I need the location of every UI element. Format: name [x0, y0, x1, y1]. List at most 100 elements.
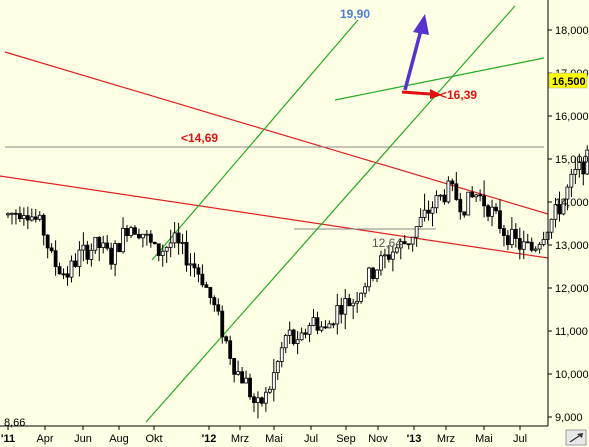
- candle-body: [466, 191, 471, 216]
- candle-body: [406, 243, 411, 246]
- resistance-line-lower: [0, 175, 549, 259]
- candle-body: [267, 388, 272, 393]
- y-tick-label: 18,000: [555, 25, 589, 37]
- expand-icon[interactable]: [565, 429, 587, 446]
- y-tick-label: 11,000: [555, 326, 588, 338]
- candle-body: [224, 336, 229, 342]
- candle-body: [89, 249, 94, 260]
- candle-body: [260, 397, 264, 404]
- candle-body: [77, 249, 82, 267]
- candle-body: [565, 186, 570, 200]
- candle-body: [402, 241, 407, 245]
- candle-body: [279, 347, 284, 362]
- candle-body: [184, 241, 189, 266]
- candle-body: [541, 239, 546, 245]
- candle-body: [125, 228, 129, 237]
- channel-line-upper: [151, 19, 359, 261]
- candle-body: [6, 213, 10, 216]
- candle-body: [204, 284, 209, 288]
- candle-body: [486, 205, 490, 217]
- annotations: 19,90 <14,69 <16,39 12,64 8,66: [4, 7, 477, 429]
- candle-body: [73, 260, 78, 267]
- candle-body: [172, 232, 177, 244]
- candle-body: [29, 216, 34, 221]
- candle-body: [303, 332, 308, 335]
- x-tick-label: Jul: [304, 433, 318, 445]
- candle-body: [347, 298, 352, 307]
- candle-body: [371, 267, 375, 279]
- last-price-label: 16,500: [552, 76, 586, 88]
- candle-body: [498, 210, 502, 229]
- candle-body: [343, 298, 348, 315]
- candle-body: [569, 173, 574, 188]
- candle-body: [299, 332, 304, 341]
- candle-body: [45, 234, 50, 249]
- candle-body: [244, 377, 248, 384]
- candle-body: [394, 247, 399, 253]
- candle-body: [21, 215, 26, 220]
- y-tick-label: 15,000: [555, 154, 589, 166]
- annotation-16-39: <16,39: [440, 88, 477, 102]
- candle-body: [49, 247, 54, 252]
- candle-body: [577, 161, 582, 170]
- candle-body: [10, 212, 14, 215]
- y-tick-label: 14,000: [555, 197, 589, 209]
- candle-body: [220, 310, 225, 338]
- candle-body: [307, 325, 312, 335]
- candle-body: [140, 233, 145, 239]
- candle-body: [216, 304, 221, 312]
- candle-body: [311, 317, 316, 326]
- candle-body: [137, 234, 141, 239]
- channel-line-lower: [145, 5, 516, 423]
- candle-body: [454, 183, 459, 200]
- candle-body: [557, 204, 562, 215]
- x-tick-label: Sep: [336, 433, 356, 445]
- candle-body: [133, 227, 137, 235]
- candle-body: [97, 236, 102, 248]
- candle-body: [339, 305, 344, 315]
- candles: [6, 145, 589, 419]
- candle-body: [152, 241, 157, 245]
- candle-body: [478, 194, 483, 197]
- candle-body: [386, 254, 391, 260]
- candle-body: [256, 397, 260, 403]
- candle-body: [232, 358, 237, 375]
- x-tick-label: Apr: [36, 433, 53, 445]
- annotation-8-66: 8,66: [4, 417, 25, 429]
- candle-body: [283, 335, 288, 349]
- candle-body: [335, 305, 340, 325]
- target-arrow-head: [413, 14, 429, 35]
- x-tick-label: '13: [407, 433, 422, 445]
- x-tick-label: Okt: [145, 433, 162, 445]
- candle-body: [513, 228, 518, 239]
- candle-body: [470, 191, 475, 198]
- candle-body: [414, 226, 419, 238]
- candle-body: [581, 161, 586, 175]
- candle-body: [57, 266, 62, 275]
- candle-body: [188, 263, 193, 266]
- candle-body: [379, 255, 383, 271]
- candle-body: [458, 199, 463, 213]
- candle-body: [291, 329, 296, 344]
- candle-body: [69, 260, 74, 278]
- candle-body: [121, 228, 125, 253]
- candle-body: [398, 241, 403, 249]
- candle-body: [319, 326, 324, 331]
- candle-body: [81, 244, 86, 251]
- candle-body: [148, 233, 153, 243]
- candle-body: [176, 232, 181, 244]
- candle-body: [25, 215, 30, 221]
- annotation-14-69: <14,69: [181, 131, 218, 145]
- candle-body: [61, 273, 66, 276]
- candle-body: [422, 209, 427, 218]
- candle-body: [355, 300, 360, 304]
- candle-body: [33, 216, 38, 220]
- candle-body: [14, 212, 18, 215]
- candle-body: [287, 329, 292, 336]
- candle-body: [18, 213, 22, 220]
- candle-body: [236, 371, 241, 375]
- x-tick-label: '11: [1, 433, 15, 445]
- y-tick-label: 10,000: [555, 369, 589, 381]
- candle-body: [517, 238, 522, 250]
- annotation-12-64: 12,64: [372, 236, 402, 250]
